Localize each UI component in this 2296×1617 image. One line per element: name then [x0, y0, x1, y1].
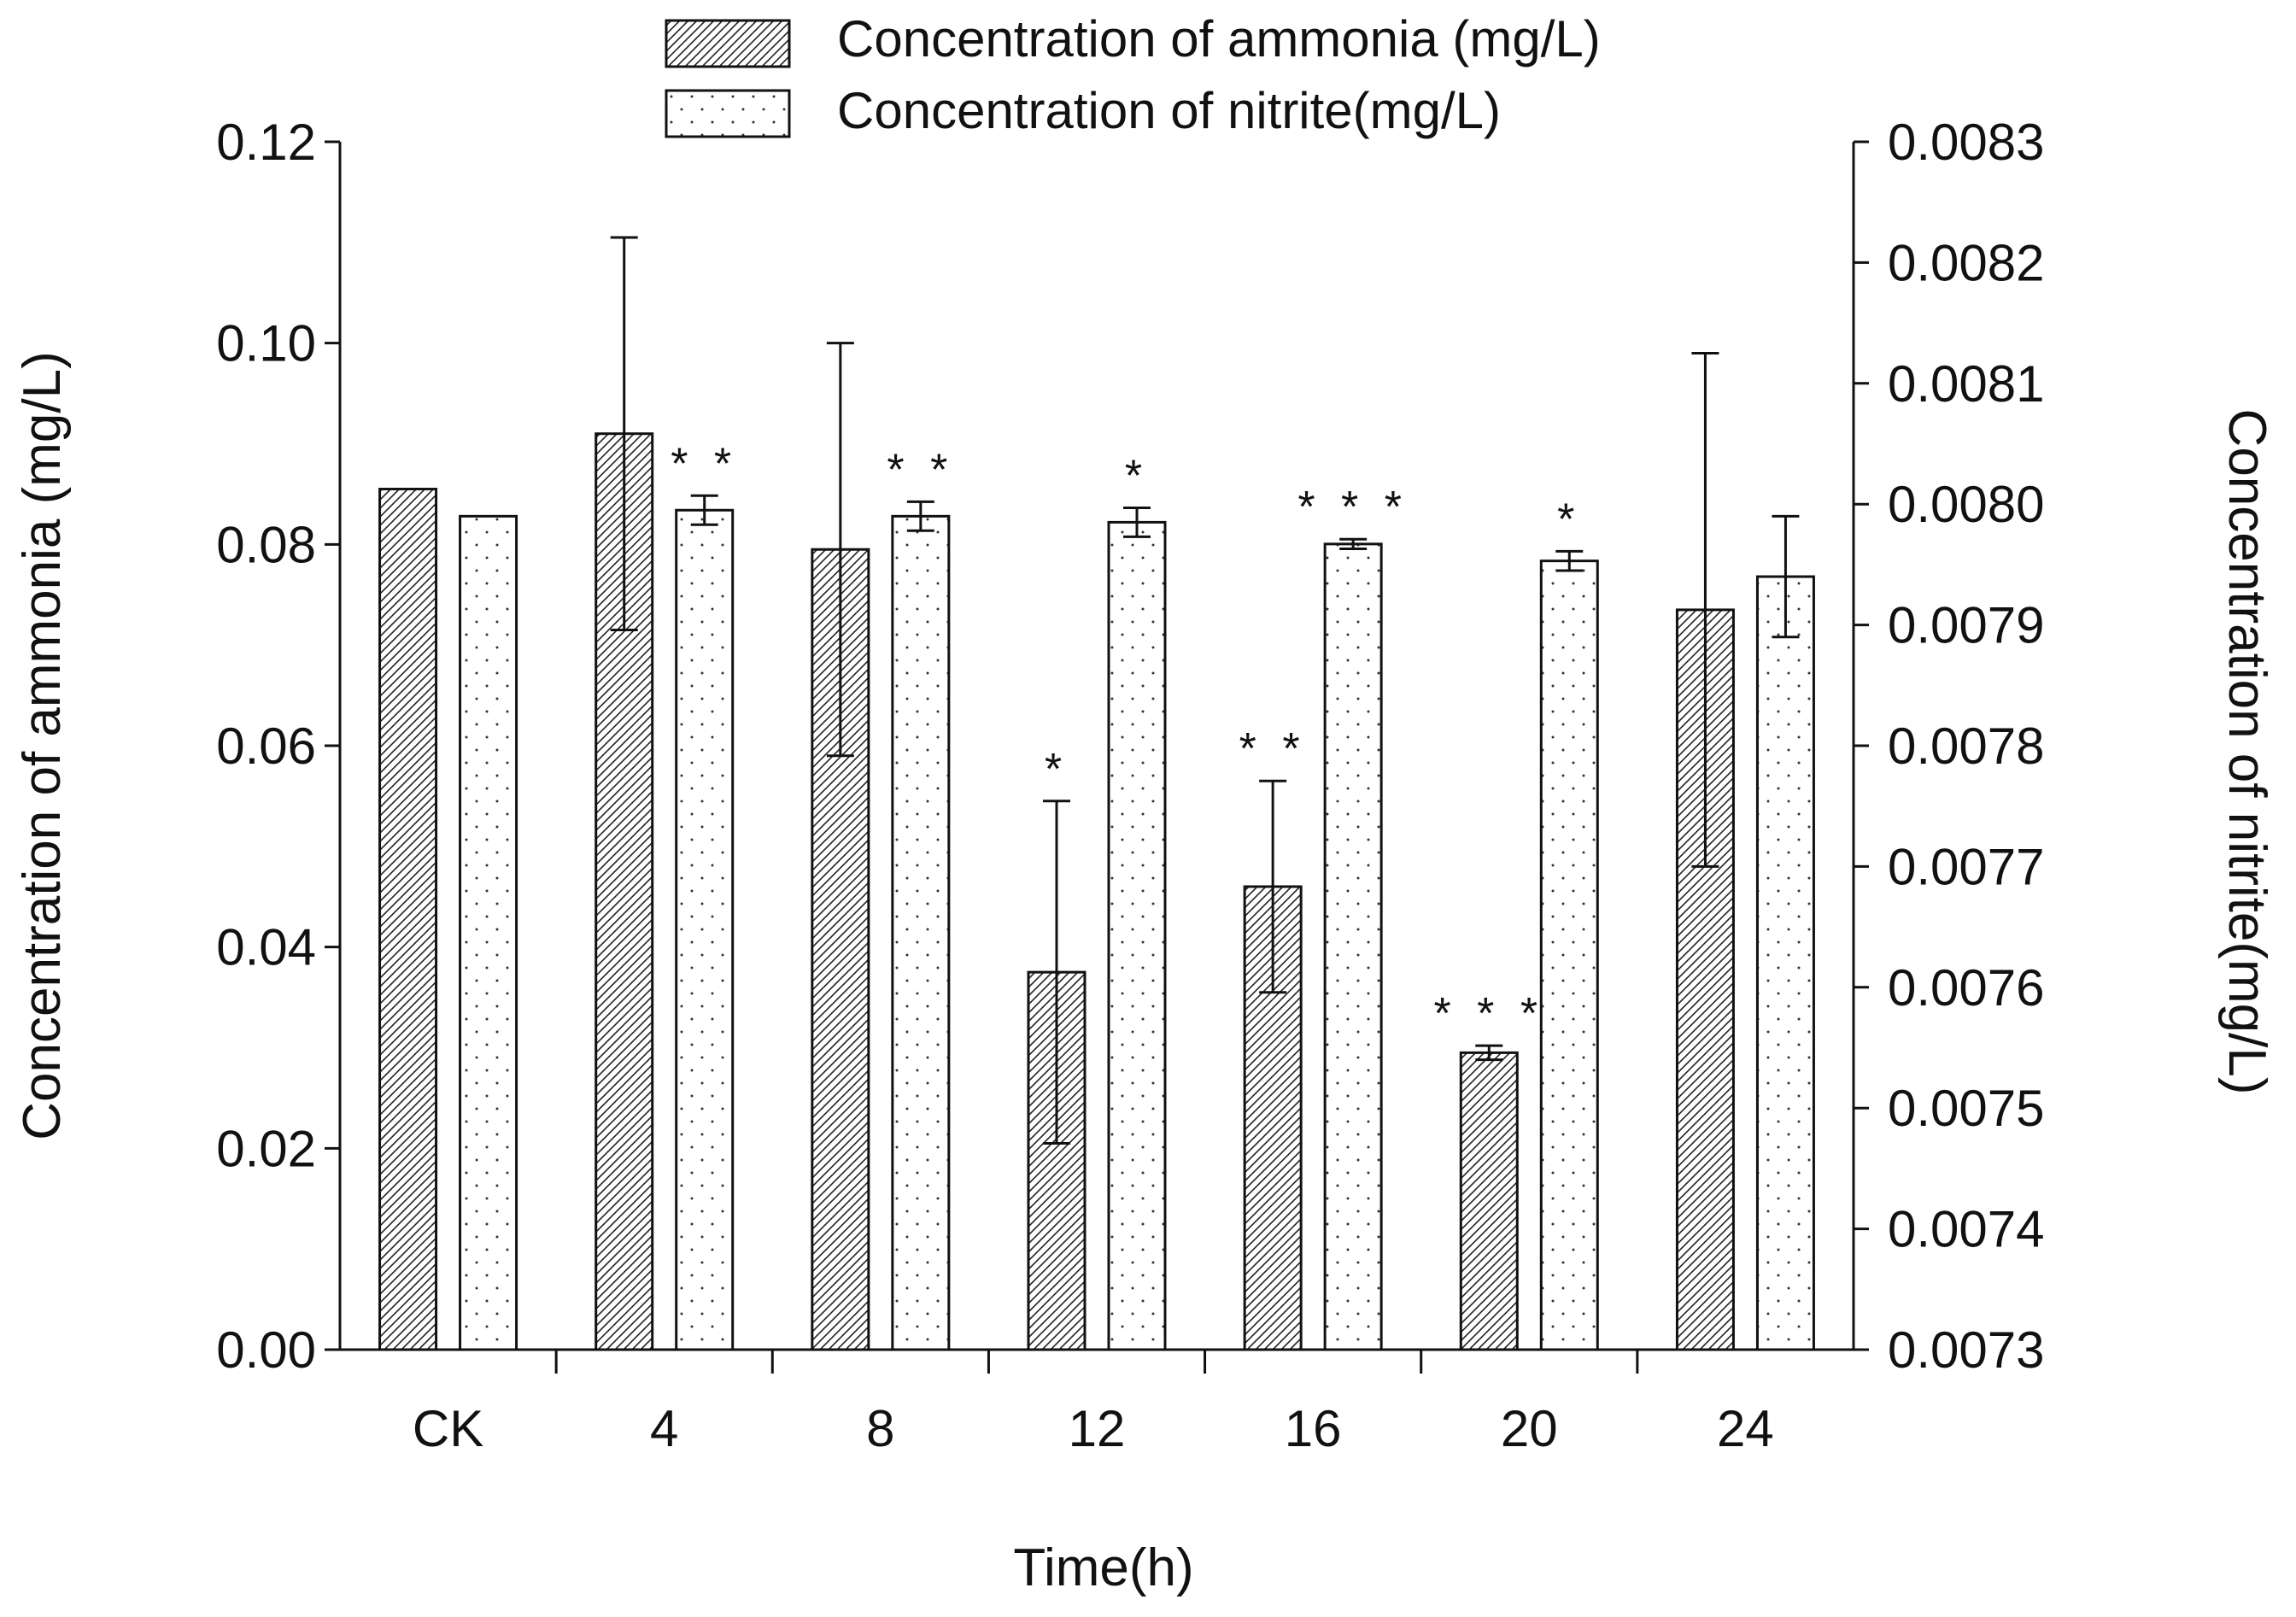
x-tick-label: 20	[1501, 1400, 1558, 1457]
y-right-tick-label: 0.0080	[1888, 476, 2045, 533]
y-left-tick-label: 0.08	[216, 516, 316, 573]
significance-nitrite: *	[1557, 495, 1581, 544]
bar-ammonia	[1459, 1051, 1519, 1351]
y-right-tick-label: 0.0077	[1888, 838, 2045, 895]
legend-item-ammonia: Concentration of ammonia (mg/L)	[665, 10, 1601, 68]
bar-nitrite	[891, 514, 951, 1351]
right-axis-ticks: 0.0073 0.0074 0.0075 0.0076 0.0077 0.0078 0.00…	[1854, 114, 2045, 1379]
y-right-axis-title: Concentration of nitrite(mg/L)	[2217, 409, 2276, 1095]
bar-nitrite	[1539, 560, 1599, 1351]
bar-nitrite	[1755, 575, 1815, 1351]
significance-nitrite: *	[1125, 451, 1149, 501]
y-left-axis-title: Concentration of ammonia (mg/L)	[13, 351, 72, 1140]
axes	[338, 142, 1855, 1351]
legend-swatch-ammonia	[665, 19, 791, 68]
x-axis-title: Time(h)	[1013, 1538, 1193, 1597]
error-bars	[610, 236, 1800, 1145]
bar-nitrite	[1107, 520, 1167, 1351]
y-right-tick-label: 0.0081	[1888, 355, 2045, 413]
y-left-tick-label: 0.04	[216, 919, 316, 976]
y-left-tick-label: 0.06	[216, 718, 316, 775]
legend-label-ammonia: Concentration of ammonia (mg/L)	[837, 10, 1601, 67]
legend-item-nitrite: Concentration of nitrite(mg/L)	[665, 82, 1501, 139]
significance-nitrite: * *	[887, 445, 954, 495]
y-right-tick-label: 0.0075	[1888, 1080, 2045, 1137]
x-tick-label: CK	[413, 1400, 483, 1457]
x-axis-ticks: CK 4 8 12 16 20 24	[413, 1350, 1774, 1457]
legend-swatch-nitrite	[665, 89, 791, 138]
y-right-tick-label: 0.0078	[1888, 718, 2045, 775]
legend-label-nitrite: Concentration of nitrite(mg/L)	[837, 82, 1501, 139]
significance-nitrite: * *	[671, 439, 738, 489]
y-right-tick-label: 0.0073	[1888, 1321, 2045, 1379]
y-right-tick-label: 0.0079	[1888, 597, 2045, 654]
y-left-tick-label: 0.00	[216, 1321, 316, 1379]
y-right-tick-label: 0.0083	[1888, 114, 2045, 171]
y-left-tick-label: 0.02	[216, 1120, 316, 1177]
x-tick-label: 24	[1717, 1400, 1774, 1457]
bar-nitrite	[675, 508, 735, 1351]
bar-ammonia	[378, 488, 438, 1351]
bar-nitrite	[1323, 542, 1383, 1351]
x-tick-label: 12	[1069, 1400, 1126, 1457]
significance-nitrite: * * *	[1297, 483, 1409, 532]
significance-marks: * * * * * * * * * * * * * * *	[671, 439, 1581, 1039]
significance-ammonia: * * *	[1433, 989, 1544, 1039]
x-tick-label: 8	[866, 1400, 894, 1457]
legend: Concentration of ammonia (mg/L) Concentr…	[665, 10, 1601, 139]
y-left-tick-label: 0.10	[216, 315, 316, 372]
bars	[378, 432, 1815, 1351]
y-right-tick-label: 0.0074	[1888, 1201, 2045, 1258]
y-right-tick-label: 0.0076	[1888, 959, 2045, 1016]
significance-ammonia: *	[1045, 745, 1069, 794]
y-left-tick-label: 0.12	[216, 114, 316, 171]
x-tick-label: 4	[650, 1400, 678, 1457]
significance-ammonia: * *	[1239, 724, 1307, 774]
x-tick-label: 16	[1285, 1400, 1342, 1457]
bar-nitrite	[459, 514, 518, 1351]
y-right-tick-label: 0.0082	[1888, 234, 2045, 291]
left-axis-ticks: 0.00 0.02 0.04 0.06 0.08 0.10 0.12	[216, 114, 340, 1379]
